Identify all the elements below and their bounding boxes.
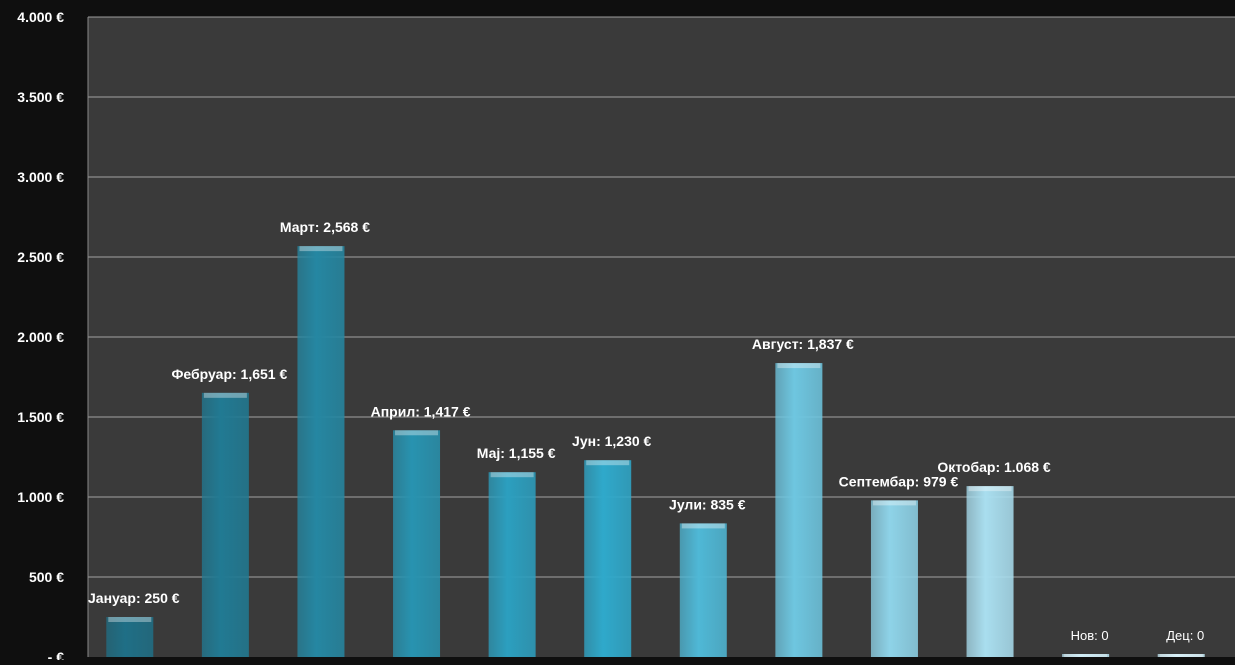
- bar-highlight: [395, 430, 439, 436]
- y-tick-label: 4.000 €: [17, 9, 64, 25]
- bar-highlight: [203, 392, 247, 398]
- bar-highlight: [586, 460, 630, 466]
- y-tick-label: 2.000 €: [17, 329, 64, 345]
- bar-highlight: [777, 363, 821, 369]
- bar: [584, 460, 632, 657]
- bar: [1157, 654, 1205, 657]
- data-label: Април: 1,417 €: [371, 403, 471, 419]
- y-tick-label: 3.500 €: [17, 89, 64, 105]
- data-label: Нов: 0: [1071, 628, 1109, 643]
- data-label: Август: 1,837 €: [752, 336, 854, 352]
- data-label: Фебруар: 1,651 €: [171, 366, 287, 382]
- data-label: Дец: 0: [1166, 628, 1204, 643]
- data-label: Јануар: 250 €: [88, 590, 180, 606]
- data-label: Јун: 1,230 €: [572, 433, 652, 449]
- bar-highlight: [1064, 654, 1108, 657]
- data-label: Јули: 835 €: [669, 496, 746, 512]
- bar-highlight: [490, 472, 534, 478]
- bar: [106, 617, 154, 657]
- bar: [679, 523, 727, 657]
- bar: [870, 500, 918, 657]
- bar: [1062, 654, 1110, 657]
- y-tick-label: 1.500 €: [17, 409, 64, 425]
- y-tick-label: - €: [48, 649, 65, 660]
- bar: [488, 472, 536, 657]
- bar-highlight: [968, 486, 1012, 492]
- bar-highlight: [681, 523, 725, 529]
- data-label: Октобар: 1.068 €: [937, 459, 1051, 475]
- y-tick-label: 1.000 €: [17, 489, 64, 505]
- bar-highlight: [1159, 654, 1203, 657]
- data-label: Март: 2,568 €: [280, 219, 370, 235]
- y-tick-label: 2.500 €: [17, 249, 64, 265]
- bar: [393, 430, 441, 657]
- bar: [297, 246, 345, 657]
- bar-highlight: [872, 500, 916, 506]
- bar-highlight: [108, 617, 152, 622]
- bar: [201, 392, 249, 657]
- bar-highlight: [299, 246, 343, 252]
- y-tick-label: 500 €: [29, 569, 64, 585]
- bar: [775, 363, 823, 657]
- data-label: Мај: 1,155 €: [477, 445, 556, 461]
- y-tick-label: 3.000 €: [17, 169, 64, 185]
- data-label: Септембар: 979 €: [839, 473, 959, 489]
- bar: [966, 486, 1014, 657]
